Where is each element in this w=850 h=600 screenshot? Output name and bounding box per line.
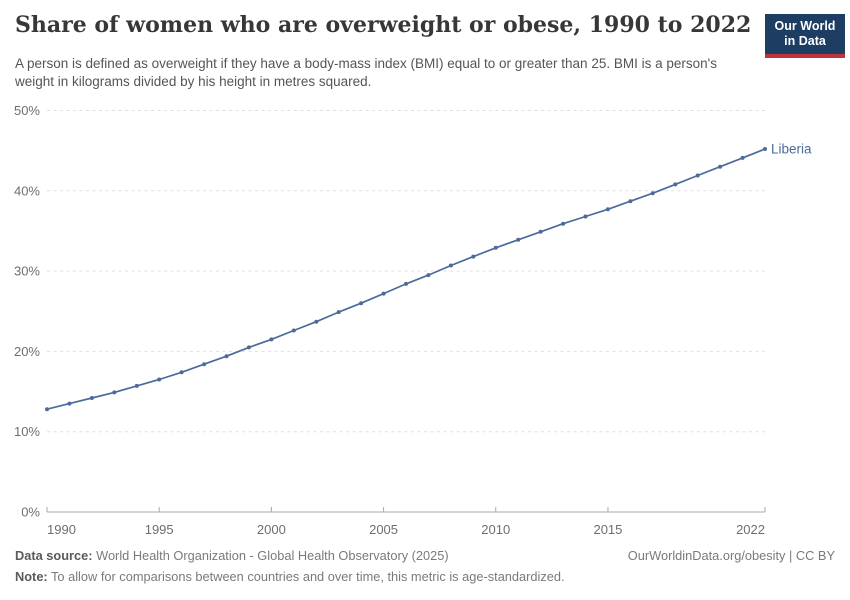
data-point [561, 221, 566, 226]
data-point [426, 273, 431, 278]
data-point [246, 345, 251, 350]
data-point [291, 328, 296, 333]
x-tick-label: 2015 [593, 522, 622, 537]
data-point [112, 390, 117, 395]
owid-logo-line2: in Data [784, 34, 826, 48]
data-point [314, 319, 319, 324]
owid-logo: Our World in Data [765, 14, 845, 58]
data-point [67, 401, 72, 406]
y-tick-label: 0% [21, 505, 40, 520]
y-tick-label: 40% [14, 183, 40, 198]
x-tick-label: 1990 [47, 522, 76, 537]
data-point [516, 237, 521, 242]
data-point [202, 362, 207, 367]
data-point [628, 199, 633, 204]
data-point [45, 407, 49, 412]
data-point [404, 281, 408, 286]
owid-logo-line1: Our World [774, 19, 836, 33]
data-point [763, 147, 767, 151]
data-point [448, 263, 453, 268]
note-label: Note: [15, 568, 48, 584]
data-point [695, 173, 700, 178]
page-title: Share of women who are overweight or obe… [15, 12, 752, 38]
chart-footer: Data source: World Health Organization -… [15, 546, 835, 587]
data-point [336, 310, 341, 315]
note-text: To allow for comparisons between countri… [51, 568, 565, 584]
license-text: OurWorldinData.org/obesity | CC BY [627, 548, 835, 563]
y-tick-label: 30% [14, 264, 40, 279]
data-point [269, 337, 274, 342]
y-tick-label: 50% [14, 103, 40, 118]
data-point [359, 301, 364, 306]
data-point [740, 155, 745, 160]
line-chart-canvas: 0% 10% 20% 30% 40% 50% 1990 1995 2000 2005 2010 201… [14, 103, 812, 537]
data-point [493, 245, 498, 250]
data-point [89, 396, 94, 400]
data-point [538, 229, 543, 234]
data-point [605, 207, 610, 212]
data-point [471, 254, 476, 259]
data-point [673, 182, 678, 187]
x-tick-label: 1995 [145, 522, 174, 537]
data-point [179, 370, 184, 375]
note-line: Note: To allow for comparisons between c… [15, 567, 635, 588]
data-source-label: Data source: [15, 548, 93, 563]
data-source-text: World Health Organization - Global Healt… [96, 548, 449, 563]
data-point [157, 377, 162, 382]
data-point [224, 354, 229, 359]
x-tick-label: 2005 [369, 522, 398, 537]
data-point [650, 191, 655, 196]
x-tick-label: 2010 [481, 522, 510, 537]
data-point [381, 291, 386, 296]
y-tick-label: 20% [14, 344, 40, 359]
x-tick-label: 2022 [736, 522, 765, 537]
data-point [583, 214, 588, 219]
series-end-label: Liberia [771, 142, 812, 157]
y-tick-label: 10% [14, 424, 40, 439]
chart-subtitle: A person is defined as overweight if the… [15, 56, 717, 90]
x-tick-label: 2000 [257, 522, 286, 537]
footer-left: Data source: World Health Organization -… [15, 546, 635, 587]
data-point [718, 164, 723, 169]
data-source-line: Data source: World Health Organization -… [15, 546, 635, 567]
data-line [46, 148, 766, 411]
data-point [134, 383, 139, 388]
